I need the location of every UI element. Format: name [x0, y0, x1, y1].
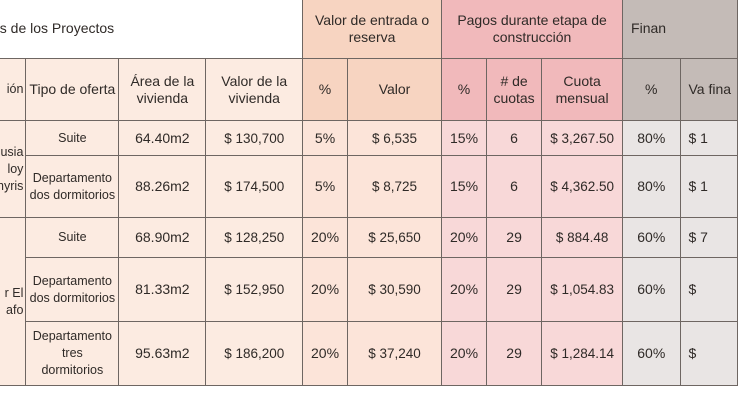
fin-value: $ [679, 257, 738, 322]
project-name: r El afo [0, 217, 27, 386]
house-value: $ 128,250 [205, 217, 304, 258]
col-fin-value: Va fina [679, 58, 738, 121]
area-value: 95.63m2 [118, 321, 207, 386]
area-value: 68.90m2 [118, 217, 207, 258]
table-row: Departamento dos dormitorios 81.33m2 $ 1… [0, 257, 738, 322]
monthly-quota: $ 4,362.50 [541, 155, 624, 218]
offer-type: Suite [25, 217, 120, 258]
const-pct: 15% [441, 120, 487, 156]
fin-pct: 80% [622, 120, 681, 156]
entry-pct: 20% [302, 257, 348, 322]
col-offer-type: Tipo de oferta [25, 58, 120, 121]
entry-value: $ 6,535 [346, 120, 443, 156]
area-value: 81.33m2 [118, 257, 207, 322]
table-row: r El afo Suite 68.90m2 $ 128,250 20% $ 2… [0, 217, 738, 386]
fin-value: $ 1 [679, 120, 738, 156]
house-value: $ 186,200 [205, 321, 304, 386]
fin-pct: 60% [622, 217, 681, 258]
col-quota-count: # de cuotas [485, 58, 543, 121]
header-financing: Finan [622, 0, 738, 59]
quota-count: 29 [485, 217, 543, 258]
col-entry-value: Valor [346, 58, 443, 121]
house-value: $ 152,950 [205, 257, 304, 322]
projects-pricing-table: es de los Proyectos Valor de entrada o r… [0, 0, 738, 386]
fin-pct: 80% [622, 155, 681, 218]
const-pct: 20% [441, 257, 487, 322]
header-entry-value: Valor de entrada o reserva [302, 0, 443, 59]
offer-type: Departamento dos dormitorios [25, 257, 120, 322]
quota-count: 6 [485, 120, 543, 156]
table-row: Departamento tres dormitorios 95.63m2 $ … [0, 321, 738, 386]
fin-pct: 60% [622, 257, 681, 322]
const-pct: 20% [441, 321, 487, 386]
entry-pct: 20% [302, 217, 348, 258]
entry-pct: 20% [302, 321, 348, 386]
const-pct: 20% [441, 217, 487, 258]
col-value: Valor de la vivienda [205, 58, 304, 121]
monthly-quota: $ 884.48 [541, 217, 624, 258]
fin-value: $ [679, 321, 738, 386]
entry-value: $ 25,650 [346, 217, 443, 258]
offer-type: Departamento dos dormitorios [25, 155, 120, 218]
header-projects: es de los Proyectos [0, 0, 304, 59]
table-row: usia loy hyris Suite 64.40m2 $ 130,700 5… [0, 120, 738, 218]
header-construction-payments: Pagos durante etapa de construcción [441, 0, 624, 59]
col-monthly-quota: Cuota mensual [541, 58, 624, 121]
col-fin-pct: % [622, 58, 681, 121]
offer-type: Suite [25, 120, 120, 156]
quota-count: 29 [485, 321, 543, 386]
entry-value: $ 8,725 [346, 155, 443, 218]
col-project: ión [0, 58, 27, 121]
col-entry-pct: % [302, 58, 348, 121]
entry-value: $ 30,590 [346, 257, 443, 322]
fin-value: $ 7 [679, 217, 738, 258]
area-value: 88.26m2 [118, 155, 207, 218]
monthly-quota: $ 1,054.83 [541, 257, 624, 322]
quota-count: 29 [485, 257, 543, 322]
fin-value: $ 1 [679, 155, 738, 218]
entry-pct: 5% [302, 120, 348, 156]
monthly-quota: $ 3,267.50 [541, 120, 624, 156]
house-value: $ 174,500 [205, 155, 304, 218]
fin-pct: 60% [622, 321, 681, 386]
offer-type: Departamento tres dormitorios [25, 321, 120, 386]
entry-value: $ 37,240 [346, 321, 443, 386]
project-name: usia loy hyris [0, 120, 27, 218]
area-value: 64.40m2 [118, 120, 207, 156]
quota-count: 6 [485, 155, 543, 218]
table-row: Departamento dos dormitorios 88.26m2 $ 1… [0, 155, 738, 218]
monthly-quota: $ 1,284.14 [541, 321, 624, 386]
col-area: Área de la vivienda [118, 58, 207, 121]
house-value: $ 130,700 [205, 120, 304, 156]
const-pct: 15% [441, 155, 487, 218]
entry-pct: 5% [302, 155, 348, 218]
col-const-pct: % [441, 58, 487, 121]
